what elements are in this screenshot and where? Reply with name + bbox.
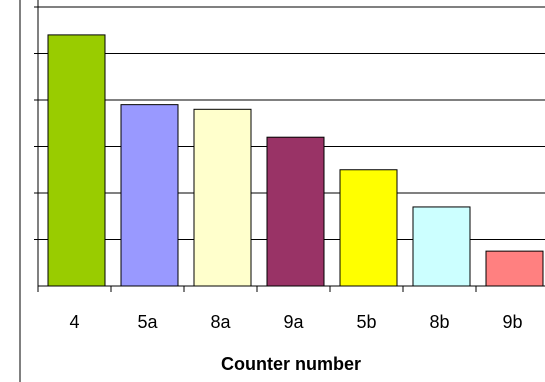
x-tick-label-9a: 9a — [283, 312, 304, 332]
bars — [47, 34, 544, 287]
x-tick-label-5a: 5a — [137, 312, 158, 332]
x-tick-label-8b: 8b — [429, 312, 449, 332]
bar-9a — [266, 136, 325, 287]
x-tick-label-9b: 9b — [502, 312, 522, 332]
x-ticks — [37, 286, 477, 292]
bar-5a — [120, 104, 179, 287]
bar-4 — [47, 34, 106, 287]
bar-8b — [412, 206, 471, 287]
x-tick-label-5b: 5b — [356, 312, 376, 332]
bar-8a — [193, 108, 252, 287]
x-tick-label-8a: 8a — [210, 312, 231, 332]
bar-9b — [485, 250, 544, 287]
bar-5b — [339, 169, 398, 287]
x-axis-title: Counter number — [221, 354, 361, 374]
x-tick-label-4: 4 — [69, 312, 79, 332]
x-tick-labels: 4 5a 8a 9a 5b 8b 9b — [69, 312, 522, 332]
